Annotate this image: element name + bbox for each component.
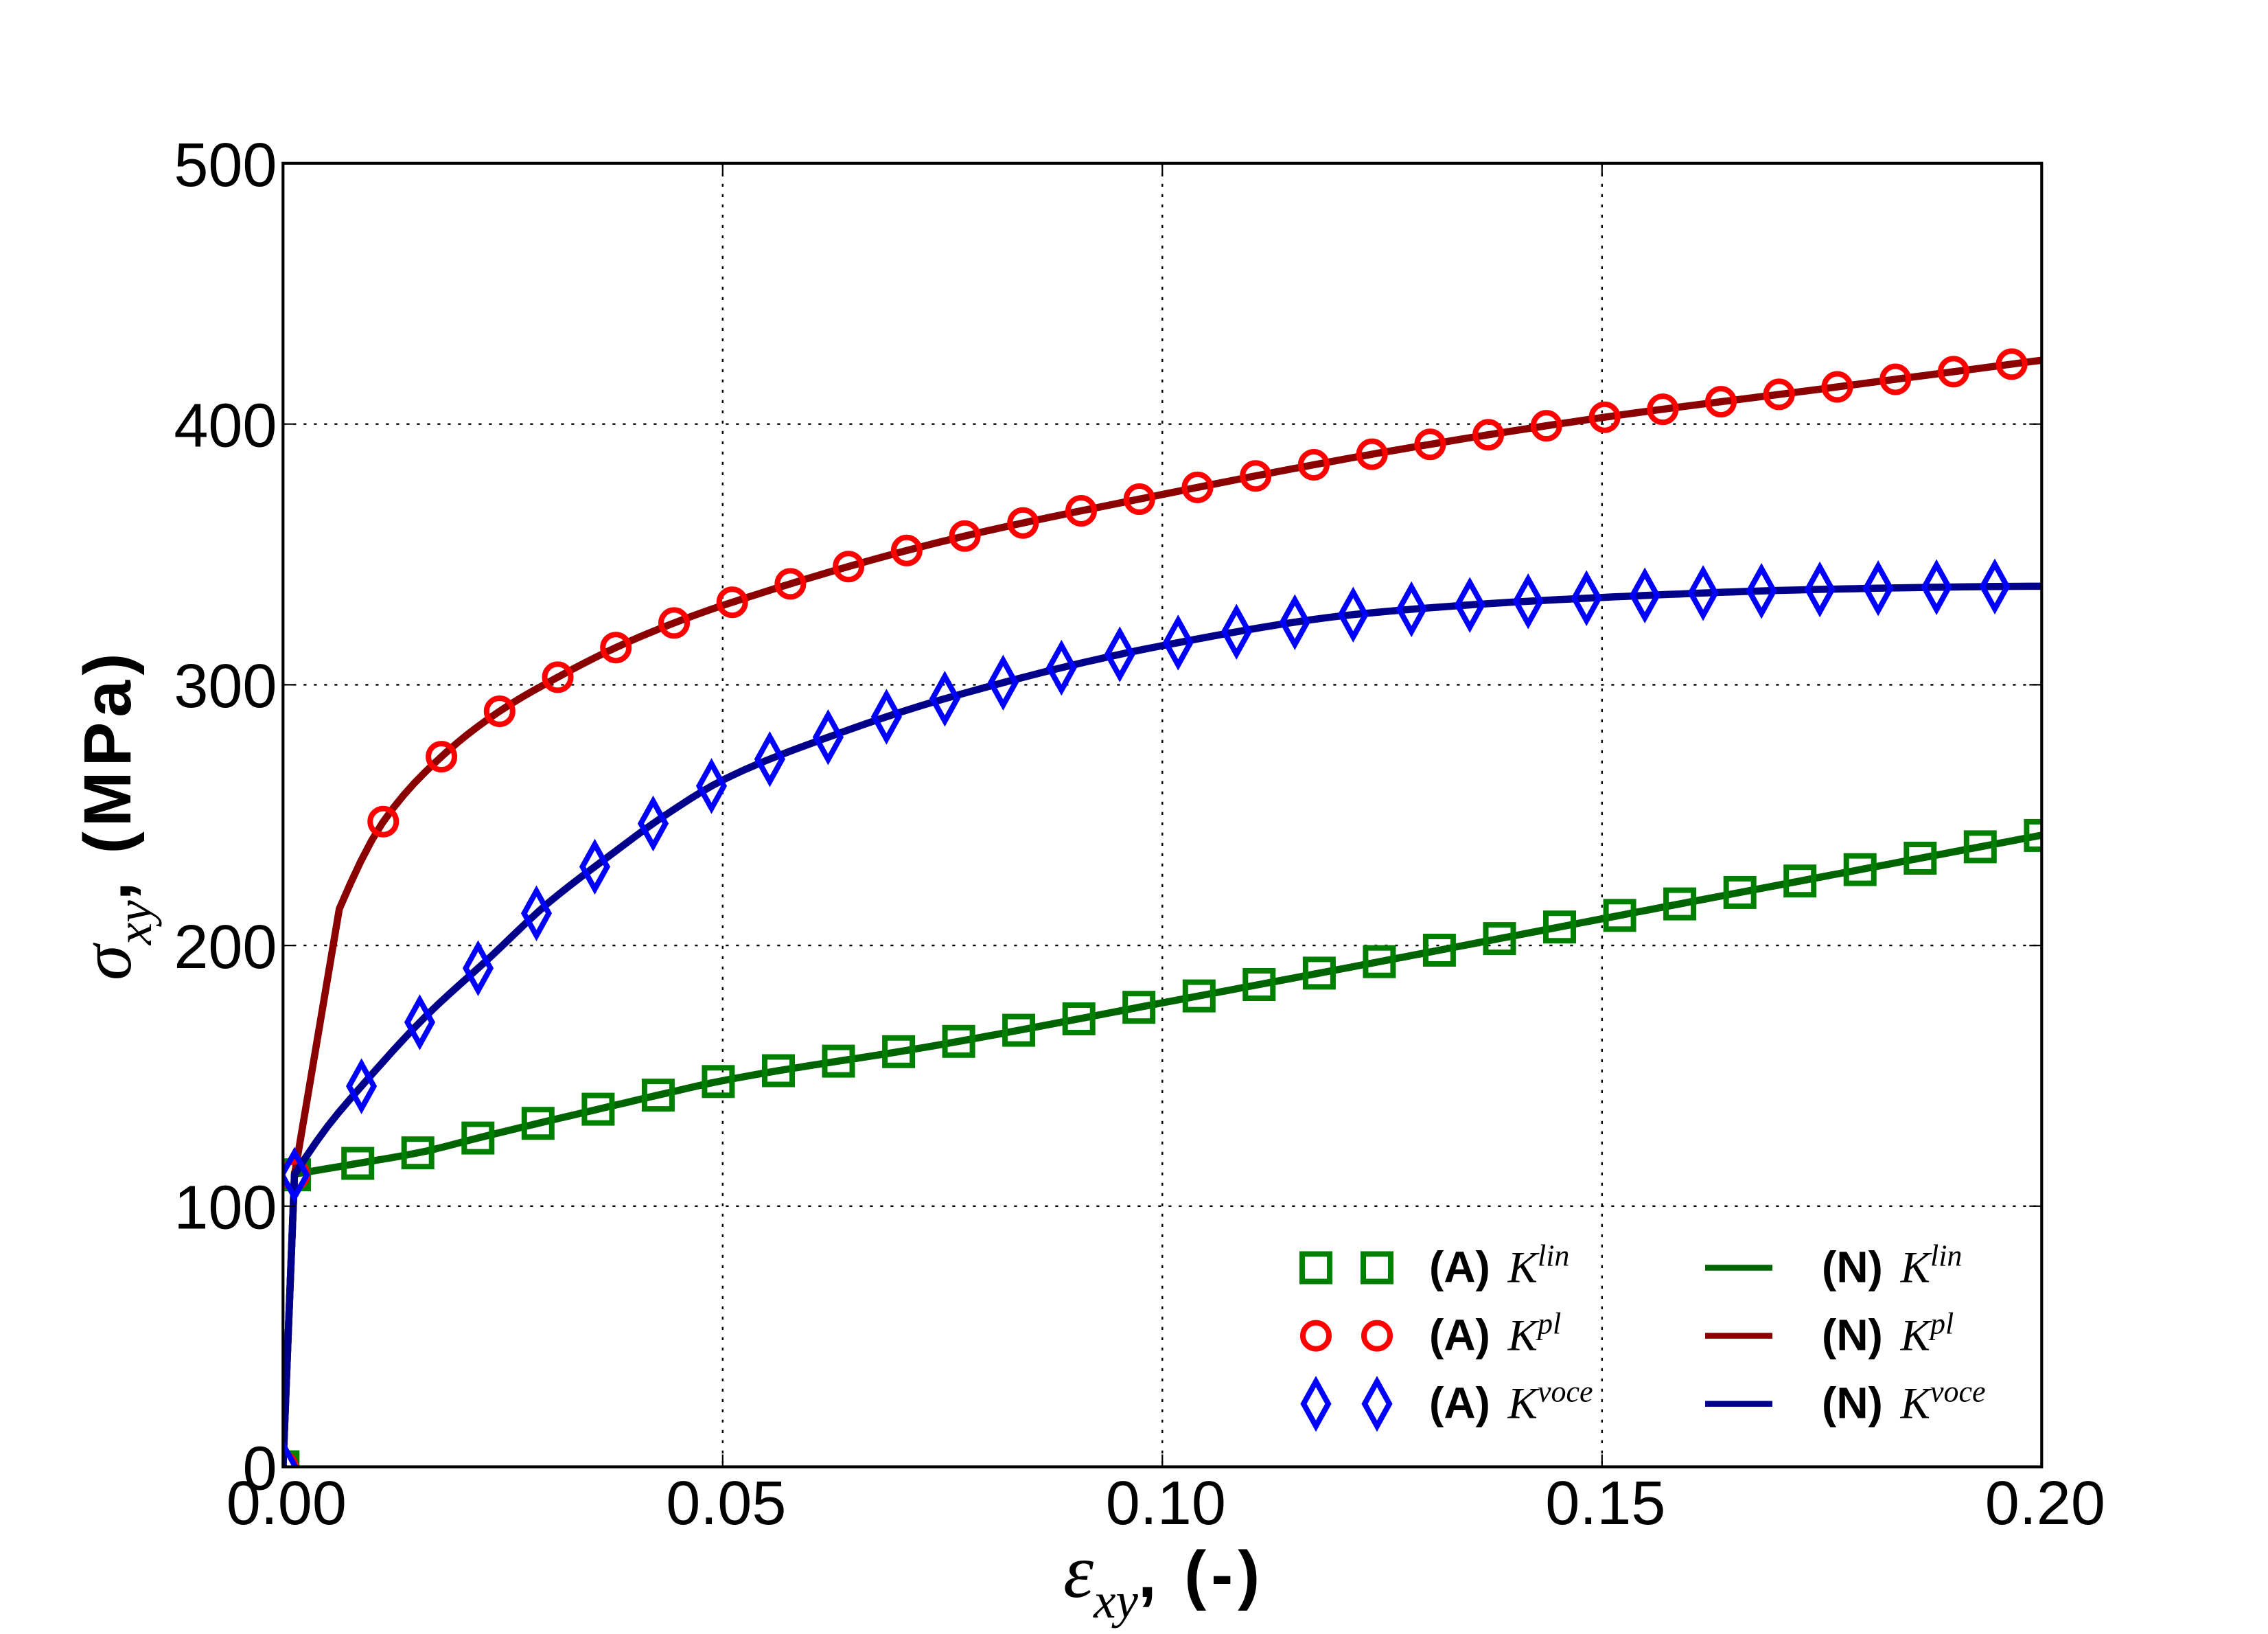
svg-text:(A) Kpl: (A) Kpl: [1429, 1307, 1561, 1361]
svg-text:500: 500: [174, 131, 277, 200]
svg-text:0.10: 0.10: [1106, 1469, 1226, 1538]
svg-text:300: 300: [174, 652, 277, 721]
svg-text:200: 200: [174, 913, 277, 982]
svg-text:0.15: 0.15: [1545, 1469, 1665, 1538]
svg-text:0: 0: [242, 1434, 277, 1503]
svg-text:0.05: 0.05: [666, 1469, 786, 1538]
svg-text:100: 100: [174, 1174, 277, 1243]
svg-text:0.20: 0.20: [1985, 1469, 2105, 1538]
svg-text:(N) Kpl: (N) Kpl: [1822, 1307, 1954, 1361]
svg-text:0.00: 0.00: [227, 1469, 347, 1538]
svg-text:400: 400: [174, 392, 277, 461]
